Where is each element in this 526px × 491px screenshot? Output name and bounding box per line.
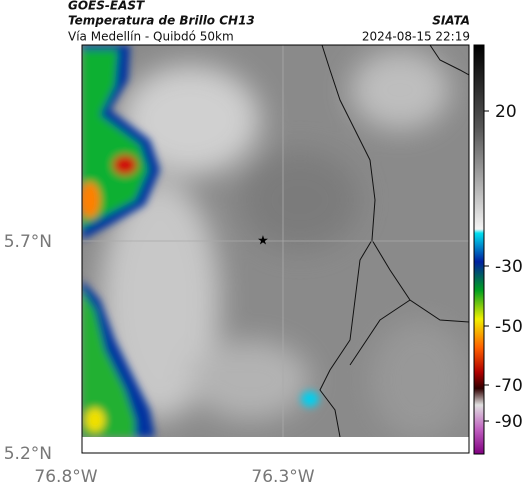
lat-label: 5.2°N xyxy=(4,444,52,464)
location: Vía Medellín - Quibdó 50km xyxy=(68,30,234,44)
source: SIATA xyxy=(432,14,470,28)
colorbar: 20 -30 -50 -70 -90 xyxy=(473,44,523,455)
timestamp: 2024-08-15 22:19 xyxy=(362,30,470,44)
colorbar-tick-label: -30 xyxy=(495,257,523,277)
axis-labels: 5.7°N 5.2°N 76.8°W 76.3°W xyxy=(4,232,315,487)
subtitle: Temperatura de Brillo CH13 xyxy=(68,14,255,28)
lon-label: 76.8°W xyxy=(34,467,97,487)
header: GOES-EAST Temperatura de Brillo CH13 Vía… xyxy=(68,0,470,44)
title: GOES-EAST xyxy=(68,0,145,13)
colorbar-tick-label: -70 xyxy=(495,376,523,396)
colorbar-tick-label: -50 xyxy=(495,317,523,337)
location-marker: ★ xyxy=(257,234,269,249)
colorbar-tick-label: 20 xyxy=(495,102,517,122)
lon-label: 76.3°W xyxy=(251,467,314,487)
map-frame xyxy=(81,44,470,454)
satellite-image: ★ xyxy=(82,45,469,437)
colorbar-scale xyxy=(473,44,485,455)
lat-label: 5.7°N xyxy=(4,232,52,252)
colorbar-tick-label: -90 xyxy=(495,412,523,432)
